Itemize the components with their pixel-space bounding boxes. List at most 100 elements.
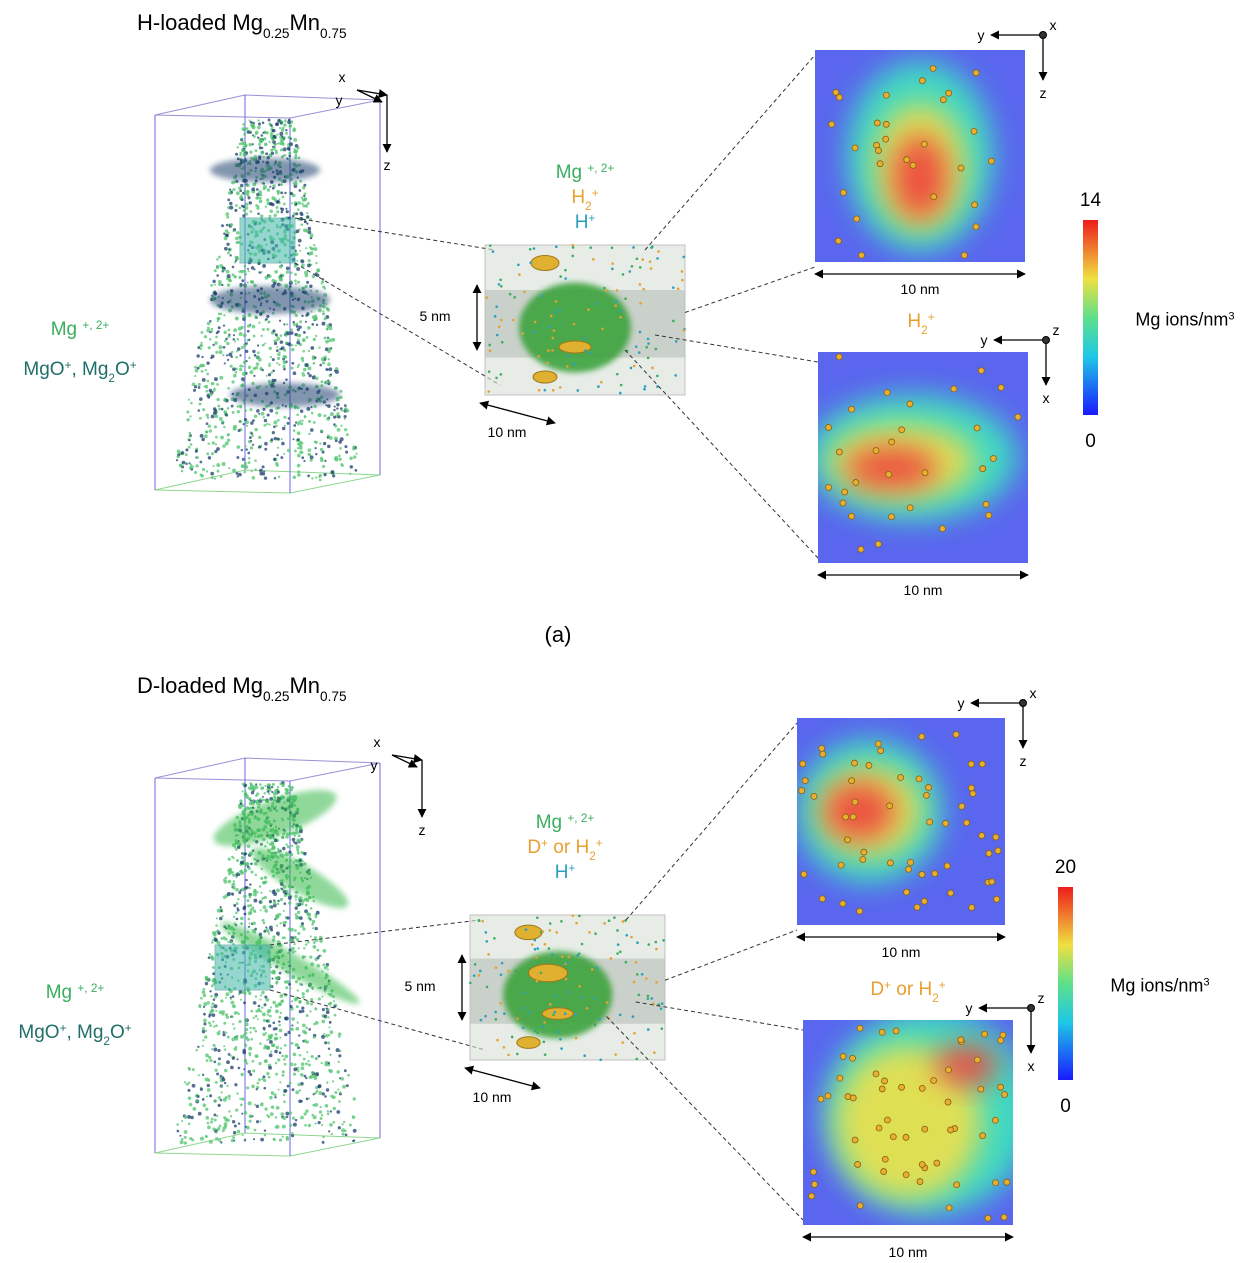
ion-dot <box>238 891 241 894</box>
ion-dot <box>297 201 301 205</box>
ion-dot <box>298 1046 301 1049</box>
ion-dot <box>328 358 330 360</box>
ion-dot <box>253 1138 255 1140</box>
heat-map <box>797 718 1005 925</box>
ion-dot <box>242 385 244 387</box>
ion-dot <box>534 1030 537 1033</box>
ion-dot <box>327 437 329 439</box>
ion-dot <box>249 883 251 885</box>
ion-dot <box>270 149 273 152</box>
ion-dot <box>345 451 348 454</box>
ion-dot <box>555 317 558 320</box>
ion-dot <box>232 469 236 473</box>
ion-dot <box>326 1008 328 1010</box>
ion-dot <box>215 1010 217 1012</box>
ion-dot <box>291 947 295 951</box>
ion-dot <box>313 945 317 949</box>
ion-dot <box>583 1054 586 1057</box>
ion-dot <box>474 963 477 966</box>
ion-dot <box>308 1097 310 1099</box>
ion-dot <box>241 148 245 152</box>
ion-dot <box>319 939 323 943</box>
ion-dot <box>263 185 267 189</box>
ion-dot <box>507 1054 510 1057</box>
ion-dot <box>619 392 622 395</box>
ion-dot <box>541 295 544 298</box>
ion-dot <box>333 1121 336 1124</box>
ion-dot <box>238 1020 241 1023</box>
ion-dot <box>197 409 200 412</box>
ion-dot <box>275 1073 278 1076</box>
ion-dot <box>232 266 235 269</box>
ion-dot <box>223 426 225 428</box>
ion-dot <box>211 941 214 944</box>
ion-dot <box>635 1058 638 1061</box>
ion-dot <box>231 405 234 408</box>
ion-dot <box>484 1015 487 1018</box>
ion-dot <box>335 370 339 374</box>
ion-dot <box>271 841 274 844</box>
ion-dot <box>494 1018 497 1021</box>
ion-dot <box>322 949 326 953</box>
ion-dot <box>247 904 250 907</box>
ion-dot <box>485 296 488 299</box>
ion-dot <box>258 1008 261 1011</box>
ion-dot <box>682 329 685 332</box>
ion-dot <box>226 354 228 356</box>
ion-dot <box>564 277 567 280</box>
ion-dot <box>239 870 241 872</box>
ion-dot <box>310 907 313 910</box>
ion-dot <box>295 144 299 148</box>
ion-dot <box>228 334 230 336</box>
ion-dot <box>256 1088 258 1090</box>
ion-dot <box>293 1067 297 1071</box>
ion-dot <box>227 387 230 390</box>
ion-dot <box>500 373 503 376</box>
ion-dot <box>281 1074 284 1077</box>
ion-dot <box>244 869 248 873</box>
ion-dot <box>238 276 241 279</box>
ion-dot <box>250 783 253 786</box>
ion-dot <box>303 852 306 855</box>
ion-dot <box>541 325 544 328</box>
ion-dot <box>209 1024 212 1027</box>
ion-dot <box>310 428 314 432</box>
ion-dot <box>205 369 207 371</box>
ion-dot <box>338 1032 342 1036</box>
ion-dot <box>283 453 285 455</box>
ion-dot <box>496 334 499 337</box>
ion-dot <box>638 351 641 354</box>
label: 10 nm <box>473 1089 512 1105</box>
ion-dot <box>319 442 321 444</box>
ion-dot <box>308 916 311 919</box>
dashed-guide <box>295 263 500 385</box>
ion-dot <box>656 257 659 260</box>
ion-dot <box>522 1007 525 1010</box>
ion-dot <box>213 1004 217 1008</box>
h-ion <box>858 546 864 552</box>
ion-dot <box>224 1069 227 1072</box>
ion-dot <box>309 246 311 248</box>
h-ion <box>998 385 1004 391</box>
ion-dot <box>296 260 298 262</box>
ion-dot <box>207 1122 210 1125</box>
ion-dot <box>190 402 193 405</box>
label: z <box>1038 990 1045 1006</box>
ion-dot <box>226 216 229 219</box>
ion-dot <box>243 1001 246 1004</box>
ion-dot <box>308 259 311 262</box>
ion-dot <box>227 283 230 286</box>
ion-dot <box>209 1094 212 1097</box>
ion-dot <box>304 285 307 288</box>
h-ion <box>857 1203 863 1209</box>
ion-dot <box>202 1039 204 1041</box>
ion-dot <box>290 1027 293 1030</box>
ion-dot <box>575 922 578 925</box>
ion-dot <box>223 346 226 349</box>
ion-dot <box>567 355 570 358</box>
ion-dot <box>235 236 239 240</box>
ion-dot <box>305 1109 309 1113</box>
text-part: H <box>555 862 569 883</box>
ion-dot <box>282 847 286 851</box>
ion-dot <box>264 995 267 998</box>
